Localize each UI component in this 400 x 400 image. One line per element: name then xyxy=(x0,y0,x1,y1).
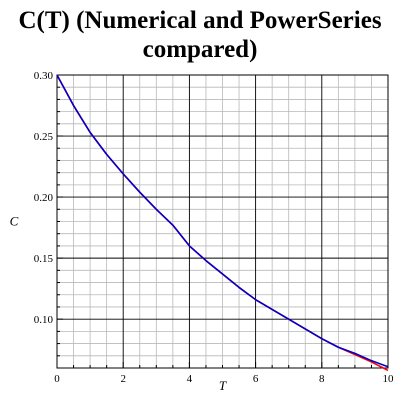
y-axis-label: C xyxy=(10,214,19,229)
chart-title: C(T) (Numerical and PowerSeries compared… xyxy=(0,6,400,64)
tick-labels: 0 2 4 6 8 10 0.30 0.25 0.20 0.15 0.10 xyxy=(34,70,394,385)
axis-ticks xyxy=(56,74,389,369)
x-tick-label: 4 xyxy=(187,373,193,385)
x-tick-label: 0 xyxy=(54,373,60,385)
series-line-blue xyxy=(56,74,389,368)
x-tick-label: 8 xyxy=(319,373,325,385)
x-axis-label: T xyxy=(219,378,227,393)
y-tick-label: 0.15 xyxy=(34,253,54,265)
y-tick-label: 0.20 xyxy=(34,192,54,204)
chart-title-line-2: compared) xyxy=(142,36,258,63)
chart-title-line-1: C(T) (Numerical and PowerSeries xyxy=(18,7,382,34)
x-tick-label: 2 xyxy=(120,373,126,385)
y-tick-label: 0.30 xyxy=(34,70,54,82)
x-tick-label: 10 xyxy=(383,373,395,385)
minor-grid xyxy=(57,75,388,369)
y-tick-label: 0.25 xyxy=(34,131,54,143)
series-layer xyxy=(56,74,389,372)
y-tick-label: 0.10 xyxy=(34,314,54,326)
x-tick-label: 6 xyxy=(253,373,259,385)
